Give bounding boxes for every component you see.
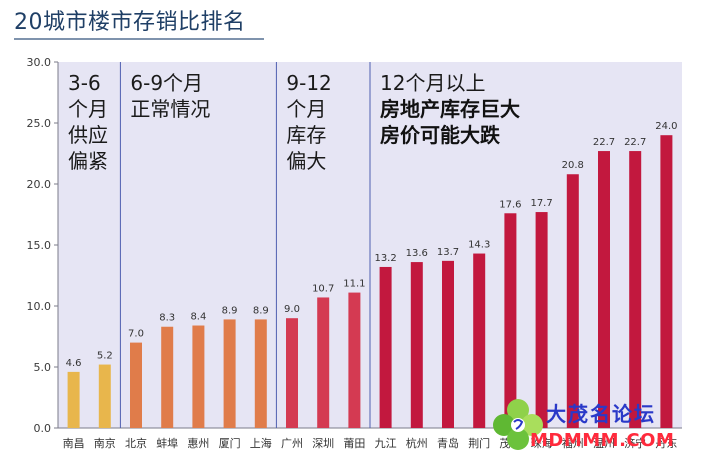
data-label: 8.9 <box>253 305 269 316</box>
data-label: 14.3 <box>468 240 490 251</box>
bar-蚌埠 <box>161 326 174 428</box>
clover-logo-icon <box>493 399 543 450</box>
bar-荆门 <box>473 253 486 428</box>
watermark-url: MDMMM.COM <box>530 430 675 451</box>
data-label: 22.7 <box>593 137 615 148</box>
x-tick-label: 北京 <box>125 436 147 450</box>
x-tick-label: 九江 <box>375 437 397 450</box>
bar-莆田 <box>348 292 361 428</box>
bar-北京 <box>130 342 142 428</box>
group-label-line: 个月 <box>68 97 108 121</box>
bar-深圳 <box>317 297 330 428</box>
group-emphasis-line: 房价可能大跌 <box>380 123 501 147</box>
bar-广州 <box>286 318 298 428</box>
x-tick-label: 荆门 <box>468 436 490 450</box>
data-label: 13.6 <box>406 248 428 259</box>
bar-上海 <box>254 319 267 428</box>
group-dividers <box>119 62 371 428</box>
data-label: 7.0 <box>128 329 144 340</box>
y-tick-label: 25.0 <box>27 117 52 130</box>
data-label: 20.8 <box>562 160 584 171</box>
x-tick-label: 南昌 <box>63 437 85 450</box>
group-label-line: 3-6 <box>68 71 101 95</box>
data-label: 8.4 <box>190 312 206 323</box>
bar-珠海 <box>535 212 548 428</box>
data-label: 13.7 <box>437 247 459 258</box>
x-tick-label: 上海 <box>250 436 272 450</box>
bar-丹东 <box>660 135 673 428</box>
x-tick-label: 广州 <box>281 437 303 450</box>
data-label: 4.6 <box>66 358 82 369</box>
group-label-line: 9-12 <box>286 71 331 95</box>
x-tick-label: 珠海 <box>531 436 553 450</box>
y-tick-label: 20.0 <box>27 178 52 191</box>
y-tick-label: 5.0 <box>34 361 52 374</box>
bar-九江 <box>379 266 392 428</box>
group-label-line: 供应 <box>68 123 108 147</box>
page-title: 20城市楼市存销比排名 <box>14 10 246 35</box>
x-tick-label: 厦门 <box>219 436 241 450</box>
data-label: 13.2 <box>374 253 396 264</box>
bar-茂名 <box>504 213 517 428</box>
bar-惠州 <box>192 325 205 428</box>
y-tick-label: 15.0 <box>27 239 52 252</box>
y-tick-label: 30.0 <box>27 56 52 69</box>
x-tick-label: 惠州 <box>187 436 209 450</box>
x-tick-label: 蚌埠 <box>156 436 178 450</box>
title-rule <box>14 38 264 40</box>
group-label-line: 6-9个月 <box>130 71 203 95</box>
bar-series: 4.6 5.2 7.0 8.3 8.4 8.9 8.9 9.0 10.7 11.1 13.2 13.6… <box>66 121 678 428</box>
bar-济宁 <box>629 151 642 428</box>
data-label: 9.0 <box>284 304 300 315</box>
x-tick-label: 莆田 <box>343 437 365 450</box>
data-label: 22.7 <box>624 137 646 148</box>
y-tick-label: 0.0 <box>34 422 52 435</box>
data-label: 8.9 <box>222 305 238 316</box>
group-label-line: 个月 <box>286 97 326 121</box>
data-label: 5.2 <box>97 351 113 362</box>
data-label: 24.0 <box>655 121 677 132</box>
bar-福州 <box>566 174 579 428</box>
bar-厦门 <box>223 319 236 428</box>
x-tick-label: 济宁 <box>624 436 646 450</box>
bar-青岛 <box>442 260 454 428</box>
x-tick-label: 杭州 <box>406 436 428 450</box>
group-emphasis-line: 房地产库存巨大 <box>380 97 520 121</box>
group-label-line: 偏紧 <box>68 149 108 173</box>
x-tick-label: 福州 <box>562 436 584 450</box>
group-label-line: 库存 <box>286 123 326 147</box>
group-labels: 3-6个月供应偏紧6-9个月正常情况9-12个月库存偏大12个月以上房地产库存巨… <box>68 71 520 173</box>
bar-南昌 <box>67 371 80 428</box>
watermark-site-name: 大茂名论坛 <box>546 402 656 426</box>
group-label-line: 正常情况 <box>130 97 210 121</box>
data-label: 10.7 <box>312 283 334 294</box>
bar-温州 <box>598 151 610 428</box>
group-label-line: 12个月以上 <box>380 71 485 95</box>
data-label: 17.6 <box>499 199 521 210</box>
x-tick-label: 温州 <box>593 437 615 450</box>
bar-南京 <box>98 364 111 428</box>
group-label-line: 偏大 <box>286 149 326 173</box>
watermark: 大茂名论坛 MDMMM.COM <box>486 396 716 458</box>
data-label: 17.7 <box>530 198 552 209</box>
x-tick-label: 深圳 <box>312 437 334 450</box>
y-tick-label: 10.0 <box>27 300 52 313</box>
bar-杭州 <box>410 262 423 428</box>
x-tick-label: 南京 <box>94 436 116 450</box>
data-label: 11.1 <box>343 279 365 290</box>
data-label: 8.3 <box>159 313 175 324</box>
x-tick-label: 丹东 <box>655 437 677 450</box>
x-tick-label: 青岛 <box>437 436 459 450</box>
